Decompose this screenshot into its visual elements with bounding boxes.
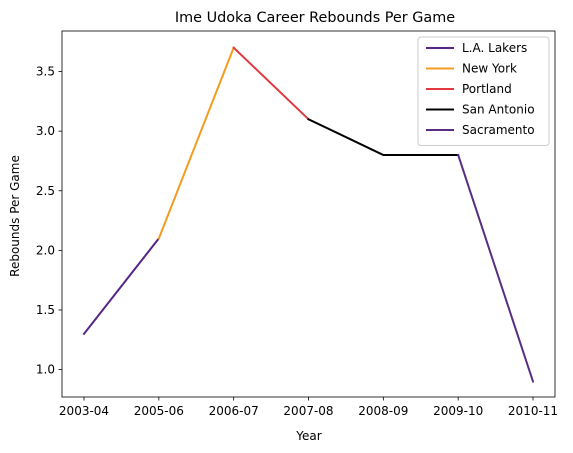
x-tick-label: 2005-06 [134,404,184,418]
y-tick-label: 2.5 [36,184,55,198]
legend-box [417,36,550,146]
x-tick-label: 2008-09 [358,404,408,418]
legend: L.A. Lakers New York Portland San Antonio Sa… [417,36,550,146]
x-tick-label: 2007-08 [283,404,333,418]
y-tick-label: 1.5 [36,303,55,317]
y-tick-label: 3.5 [36,65,55,79]
series-line-3 [307,117,460,156]
x-axis-label: Year [295,429,321,443]
x-tick-label: 2003-04 [59,404,109,418]
y-tick-label: 3.0 [36,124,55,138]
y-tick-label: 1.0 [36,363,55,377]
chart-title: Ime Udoka Career Rebounds Per Game [175,10,455,26]
series-line-4 [456,153,535,383]
legend-label: New York [462,62,517,76]
x-tick-label: 2009-10 [433,404,483,418]
x-tick-label: 2010-11 [508,404,558,418]
y-axis-label: Rebounds Per Game [8,155,22,277]
legend-label: Sacramento [462,123,535,137]
series-line-2 [232,46,310,121]
legend-label: Portland [462,82,512,96]
series-line-0 [82,237,161,336]
legend-label: San Antonio [462,103,535,117]
series-line-1 [157,46,235,240]
y-tick-label: 2.0 [36,243,55,257]
legend-label: L.A. Lakers [462,41,527,55]
x-tick-label: 2006-07 [209,404,259,418]
plot-area: 2003-04 2005-06 2006-07 2007-08 2008-09 2009-… [36,30,558,418]
